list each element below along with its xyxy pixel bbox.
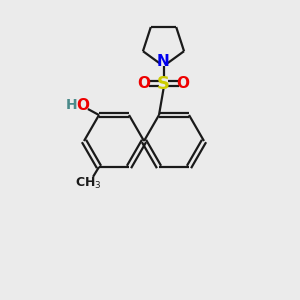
Text: CH$_3$: CH$_3$ [75,176,102,191]
Text: N: N [157,53,170,68]
Text: S: S [157,74,170,92]
Text: O: O [137,76,151,91]
Text: H: H [66,98,77,112]
Text: O: O [76,98,89,113]
Text: O: O [176,76,190,91]
